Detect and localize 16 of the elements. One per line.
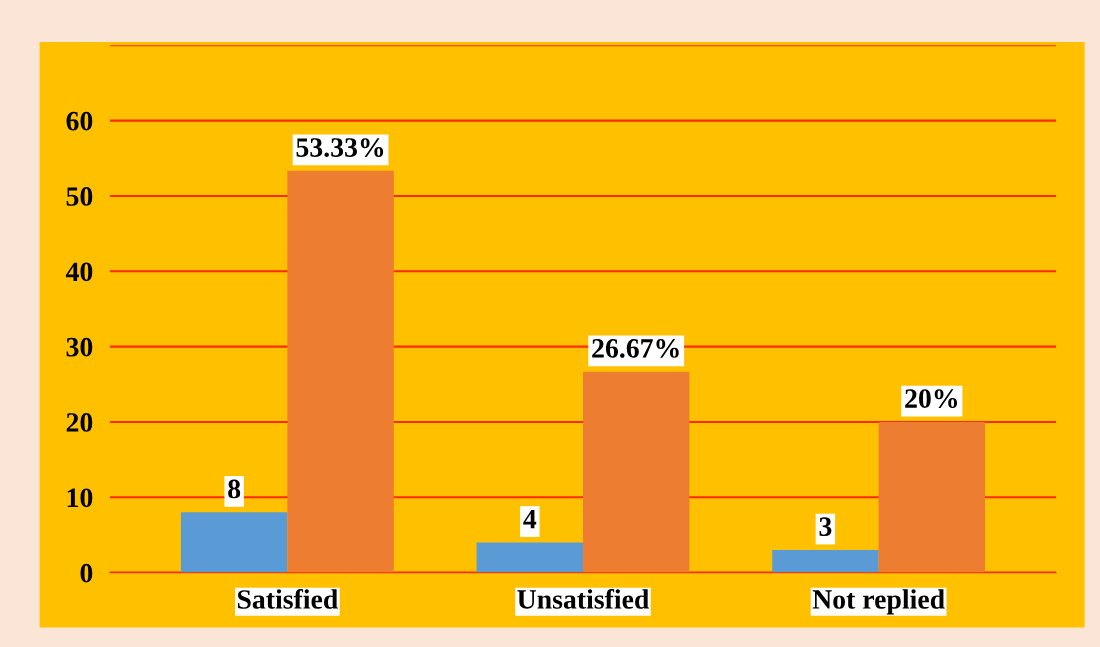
data-label: 3 bbox=[819, 517, 832, 537]
x-tick-label: Not replied bbox=[812, 589, 945, 615]
data-label: 20% bbox=[905, 389, 958, 409]
data-label: 53.33% bbox=[296, 138, 384, 158]
x-tick-label: Unsatisfied bbox=[517, 588, 650, 609]
y-tick-label: 20 bbox=[66, 413, 93, 432]
y-tick-label: 30 bbox=[66, 337, 93, 357]
y-tick-label: 50 bbox=[66, 187, 93, 206]
data-label: 26.67% bbox=[592, 338, 679, 358]
y-tick-label: 40 bbox=[65, 262, 93, 282]
x-tick-label: Satisfied bbox=[237, 588, 338, 609]
y-tick-label: 60 bbox=[66, 111, 93, 131]
data-label: 4 bbox=[523, 509, 537, 529]
y-tick-label: 10 bbox=[67, 488, 93, 508]
data-label: 8 bbox=[228, 479, 241, 499]
y-tick-label: 0 bbox=[80, 563, 93, 583]
